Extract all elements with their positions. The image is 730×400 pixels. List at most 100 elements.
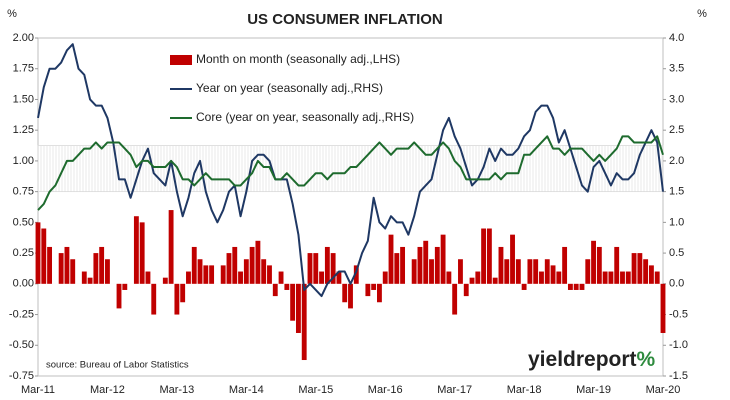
bar [452, 283, 458, 315]
bar [249, 246, 255, 284]
bar [440, 234, 446, 284]
bar [585, 259, 591, 284]
bar [556, 271, 562, 284]
y-tick-label: 1.50 [13, 93, 34, 105]
bar [122, 283, 128, 290]
x-tick-label: Mar-14 [229, 384, 264, 396]
bar [272, 283, 278, 297]
y2-tick-label: 2.0 [669, 155, 684, 167]
y2-tick-label: 1.5 [669, 186, 684, 198]
bar [180, 283, 186, 303]
bar [168, 210, 174, 284]
bar [324, 246, 330, 284]
bar [267, 265, 272, 284]
bar [232, 246, 238, 284]
bar [220, 265, 226, 284]
bar [162, 277, 168, 284]
y-tick-label: 0.25 [13, 247, 34, 259]
y2-tick-label: 1.0 [669, 216, 684, 228]
bar [353, 265, 359, 284]
y-tick-label: 1.75 [13, 63, 34, 75]
bar [417, 246, 423, 284]
bar [365, 283, 371, 297]
x-tick-label: Mar-13 [159, 384, 194, 396]
bar [99, 246, 105, 284]
bar [133, 216, 139, 284]
x-tick-label: Mar-15 [298, 384, 333, 396]
x-tick-label: Mar-16 [368, 384, 403, 396]
y2-tick-label: 3.5 [669, 63, 684, 75]
bar [423, 240, 429, 284]
logo-mark: % [637, 348, 656, 371]
bar [301, 283, 307, 361]
bar [35, 222, 41, 284]
y2-tick-label: -1.0 [669, 339, 688, 351]
bar [174, 283, 180, 315]
bar [446, 271, 452, 284]
y-tick-label: 0.75 [13, 186, 34, 198]
bar [625, 271, 631, 284]
bar [151, 283, 157, 315]
bar [515, 259, 521, 284]
bar [197, 259, 203, 284]
y-tick-label: 0.50 [13, 216, 34, 228]
bar [394, 253, 400, 284]
y2-tick-label: 3.0 [669, 93, 684, 105]
bar [377, 283, 382, 303]
y-tick-label: -0.50 [9, 339, 34, 351]
bar [475, 271, 481, 284]
bar [295, 283, 301, 333]
bar [521, 283, 527, 290]
plot-frame [37, 37, 664, 377]
bar [643, 259, 649, 284]
target-band [37, 145, 664, 193]
x-tick-label: Mar-17 [437, 384, 472, 396]
bar [139, 222, 145, 284]
bar [41, 228, 47, 284]
legend-label: Month on month (seasonally adj.,LHS) [196, 52, 400, 66]
y2-tick-label: 4.0 [669, 32, 684, 44]
bar [319, 271, 324, 284]
bar [342, 283, 348, 303]
bar [382, 271, 388, 284]
x-tick-label: Mar-18 [507, 384, 542, 396]
bar [58, 253, 64, 284]
bar [226, 253, 232, 284]
bar [539, 271, 544, 284]
bar [313, 253, 319, 284]
bar [637, 253, 643, 284]
bar [498, 246, 504, 284]
bar [47, 246, 53, 284]
bar [567, 283, 573, 290]
bar [191, 246, 197, 284]
bar [429, 259, 434, 284]
x-tick-label: Mar-19 [576, 384, 611, 396]
bar [660, 283, 666, 333]
bar [186, 271, 191, 284]
bar [388, 234, 394, 284]
x-tick-label: Mar-20 [646, 384, 681, 396]
band-edge [37, 145, 664, 193]
bar [620, 271, 625, 284]
bar [550, 265, 556, 284]
bar [596, 246, 602, 284]
bar [591, 240, 596, 284]
bar [255, 240, 261, 284]
logo: yieldreport% [528, 348, 656, 371]
bar [463, 283, 469, 297]
bar [602, 271, 608, 284]
y-tick-label: -0.75 [9, 370, 34, 382]
y2-tick-label: 2.5 [669, 124, 684, 136]
bar [608, 271, 614, 284]
bar [203, 265, 209, 284]
chart-title: US CONSUMER INFLATION [247, 11, 443, 28]
bar [307, 253, 313, 284]
bar [336, 271, 342, 284]
bar [544, 259, 550, 284]
bar [562, 246, 568, 284]
bar [284, 283, 290, 290]
bar [145, 271, 151, 284]
bar [654, 271, 660, 284]
bar [105, 259, 110, 284]
